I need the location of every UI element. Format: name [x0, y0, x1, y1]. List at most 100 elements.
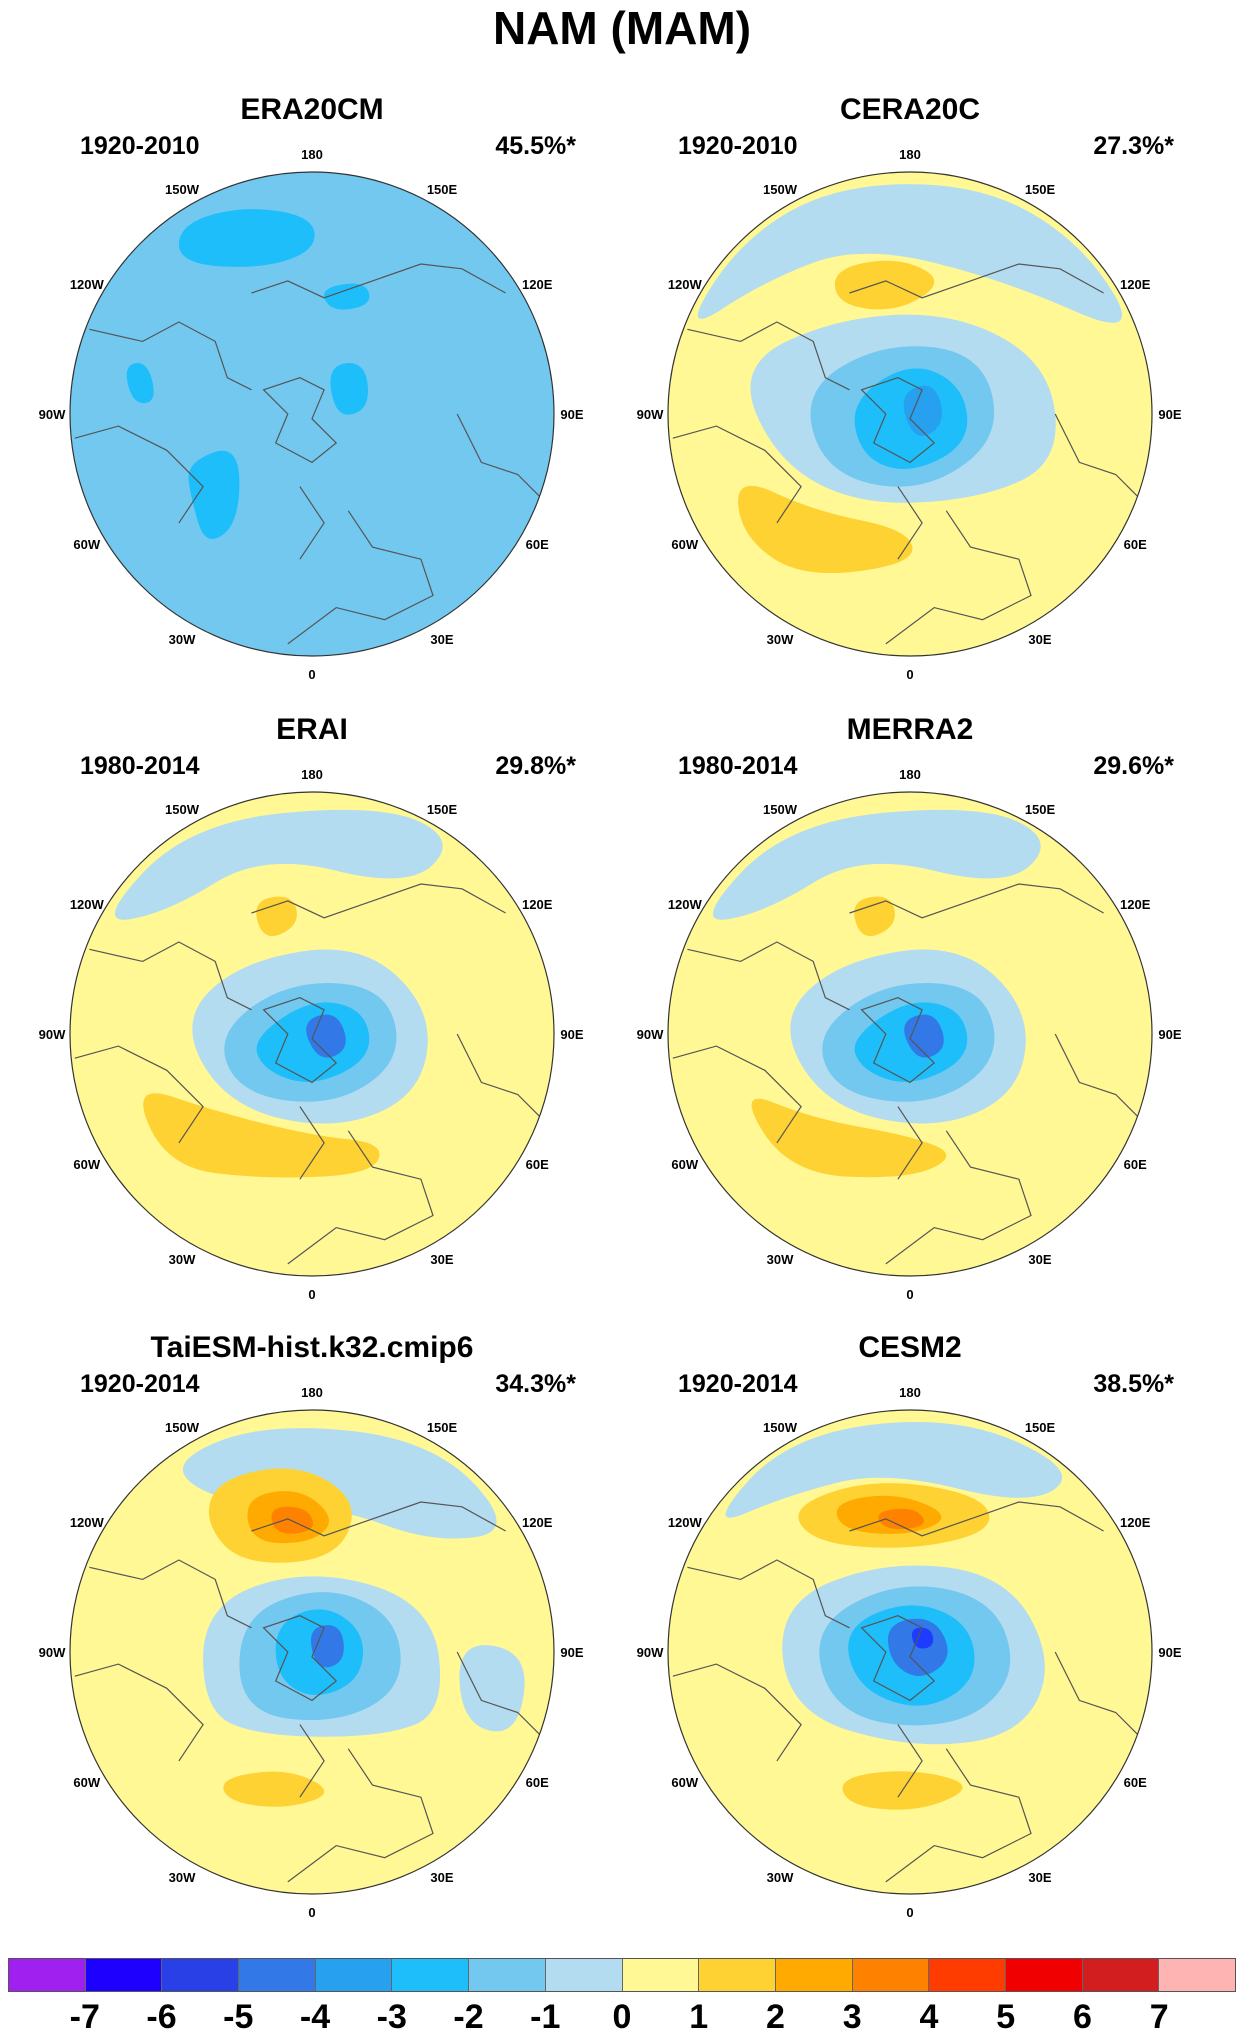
longitude-label: 60E	[1124, 1157, 1147, 1172]
polar-map: 180 150E 120E 90E 60E 30E 0 30W 60W 90W 120W 150W	[637, 147, 1182, 682]
contour-region	[738, 485, 913, 574]
panel-period: 1920-2010	[678, 132, 798, 160]
coastline	[897, 1724, 923, 1798]
map-boundary	[69, 171, 555, 657]
longitude-label: 90W	[39, 1027, 66, 1042]
panel-explained-variance: 29.6%*	[1093, 752, 1174, 780]
colorbar-box	[392, 1959, 470, 1991]
longitude-label: 30W	[169, 1252, 196, 1267]
colorbar-box	[1159, 1959, 1235, 1991]
longitude-label: 180	[301, 767, 323, 782]
longitude-label: 30E	[430, 632, 453, 647]
coastline	[456, 413, 543, 500]
contour-region	[854, 896, 895, 937]
main-title: NAM (MAM)	[492, 2, 752, 54]
longitude-label: 120E	[522, 277, 553, 292]
longitude-label: 150E	[1025, 802, 1056, 817]
colorbar-tick-label: -1	[530, 1998, 561, 2036]
map-panel-cesm2: CESM2 1920-2014 38.5%* 180 150E 120E 90E 60E…	[637, 1330, 1182, 1930]
coastline	[687, 1559, 850, 1629]
colorbar-tick-label: -5	[223, 1998, 254, 2036]
map-boundary	[667, 171, 1153, 657]
longitude-label: 90W	[637, 407, 664, 422]
longitude-label: 120E	[1120, 897, 1151, 912]
longitude-label: 120E	[522, 897, 553, 912]
longitude-label: 60E	[1124, 1775, 1147, 1790]
panel-title: TaiESM-hist.k32.cmip6	[150, 1331, 474, 1364]
map-boundary	[69, 791, 555, 1277]
coastline	[860, 997, 936, 1084]
longitude-label: 30W	[169, 632, 196, 647]
colorbar-tick-label: 2	[766, 1998, 785, 2036]
coastline	[849, 1501, 1104, 1537]
longitude-label: 120W	[668, 1515, 703, 1530]
coastline	[456, 1651, 543, 1738]
colorbar-box	[315, 1959, 393, 1991]
longitude-label: 0	[308, 1905, 315, 1920]
coastline	[885, 1748, 1032, 1883]
coastline	[672, 425, 802, 524]
coastline	[672, 1663, 802, 1762]
longitude-label: 30E	[1028, 1870, 1051, 1885]
contour-region	[178, 209, 315, 267]
panel-title: CERA20C	[839, 93, 981, 126]
polar-map: 180 150E 120E 90E 60E 30E 0 30W 60W 90W 120W 150W	[637, 767, 1182, 1302]
panel-title: MERRA2	[846, 713, 974, 746]
longitude-label: 120W	[668, 897, 703, 912]
contour-region	[697, 184, 1122, 323]
colorbar-tick-labels: -7 -6 -5 -4 -3 -2 -1 0 1 2 3 4 5 6 7	[8, 1992, 1236, 2040]
coastline	[687, 941, 850, 1011]
coastline	[299, 486, 325, 560]
map-boundary	[667, 1409, 1153, 1895]
colorbar-box	[85, 1959, 163, 1991]
coastline	[672, 1045, 802, 1144]
longitude-label: 30E	[430, 1870, 453, 1885]
longitude-label: 120E	[1120, 277, 1151, 292]
map-panel-erai: ERAI 1980-2014 29.8%* 180 150E 120E 90E 60E 3…	[39, 712, 584, 1312]
contour-region	[330, 362, 368, 415]
panel-explained-variance: 38.5%*	[1093, 1370, 1174, 1398]
colorbar-tick-label: -6	[146, 1998, 177, 2036]
longitude-label: 90E	[560, 1645, 583, 1660]
longitude-label: 120W	[70, 1515, 105, 1530]
contour-region	[878, 1508, 924, 1530]
longitude-label: 30W	[767, 1252, 794, 1267]
polar-map: 180 150E 120E 90E 60E 30E 0 30W 60W 90W 120W 150W	[39, 147, 584, 682]
panel-period: 1920-2014	[678, 1370, 798, 1398]
polar-map: 180 150E 120E 90E 60E 30E 0 30W 60W 90W 120W 150W	[39, 767, 584, 1302]
longitude-label: 120W	[70, 277, 105, 292]
panel-period: 1920-2010	[80, 132, 200, 160]
longitude-label: 60W	[73, 1157, 100, 1172]
panel-explained-variance: 45.5%*	[495, 132, 576, 160]
coastline	[897, 1106, 923, 1180]
longitude-label: 0	[308, 667, 315, 682]
longitude-label: 90W	[637, 1645, 664, 1660]
colorbar-tick-label: 6	[1073, 1998, 1092, 2036]
map-background	[70, 172, 554, 656]
longitude-label: 60W	[671, 1775, 698, 1790]
longitude-label: 120W	[668, 277, 703, 292]
colorbar-tick-label: -4	[299, 1998, 331, 2036]
longitude-label: 150W	[165, 1420, 200, 1435]
longitude-label: 90E	[560, 1027, 583, 1042]
colorbar-box	[775, 1959, 853, 1991]
coastline	[262, 997, 338, 1084]
contour-region	[751, 1098, 947, 1178]
longitude-label: 150E	[427, 1420, 458, 1435]
panel-title: ERA20CM	[240, 93, 384, 126]
longitude-label: 120W	[70, 897, 105, 912]
contour-region	[310, 1625, 344, 1668]
colorbar-box	[1082, 1959, 1160, 1991]
contour-region	[126, 362, 154, 404]
coastline	[89, 941, 252, 1011]
longitude-label: 150E	[1025, 182, 1056, 197]
coastline	[885, 510, 1032, 645]
polar-map: 180 150E 120E 90E 60E 30E 0 30W 60W 90W 120W 150W	[39, 1385, 584, 1920]
colorbar-box	[1005, 1959, 1083, 1991]
colorbar-box	[239, 1959, 316, 1991]
contour-region	[143, 1093, 380, 1178]
contour-region	[256, 896, 297, 937]
coastline	[849, 263, 1104, 299]
colorbar-box	[929, 1959, 1006, 1991]
contour-region	[188, 450, 240, 540]
